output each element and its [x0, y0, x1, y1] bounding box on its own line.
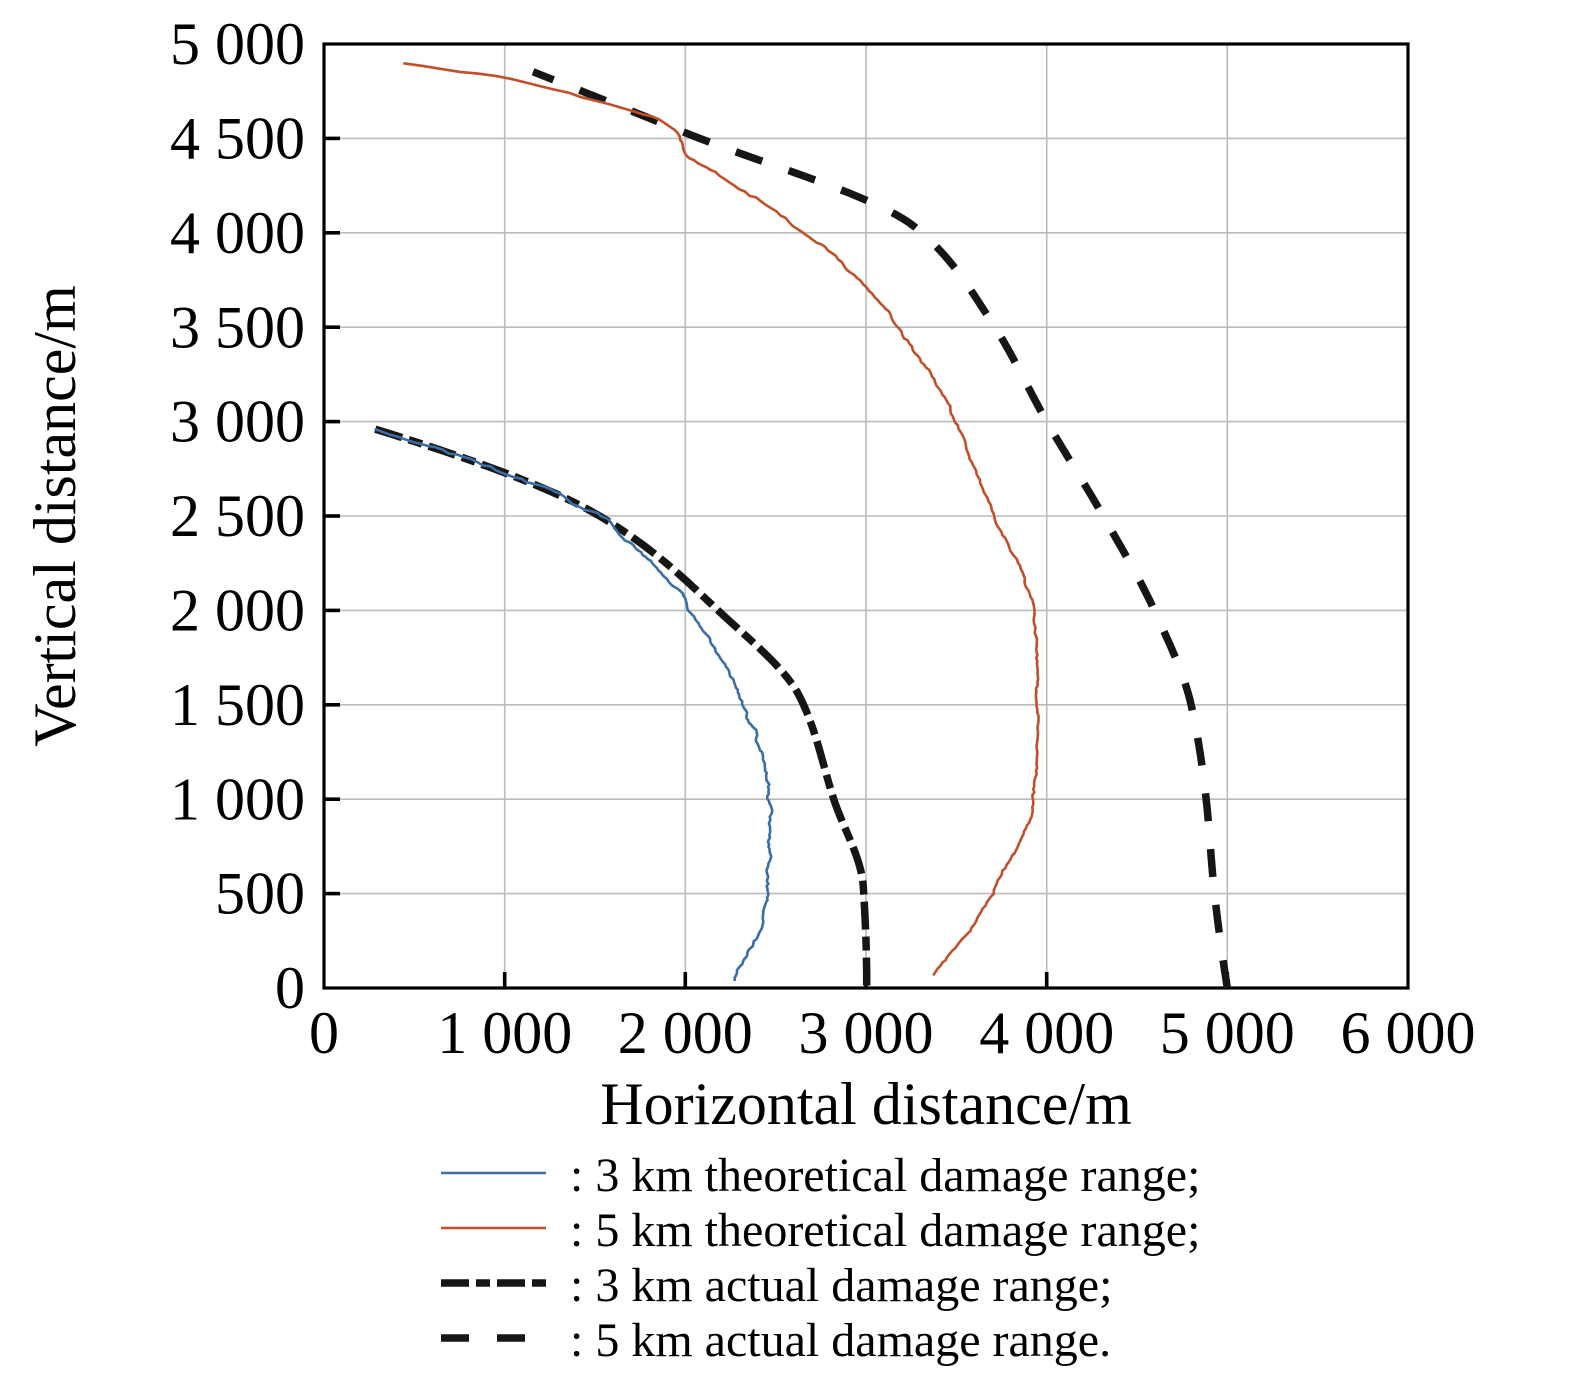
- svg-text:3 000: 3 000: [799, 1000, 934, 1066]
- svg-text:5 000: 5 000: [170, 11, 305, 77]
- svg-text:2 000: 2 000: [618, 1000, 753, 1066]
- svg-text:3 500: 3 500: [170, 294, 305, 360]
- svg-text:1 000: 1 000: [170, 766, 305, 832]
- svg-text:2 000: 2 000: [170, 578, 305, 644]
- svg-text:500: 500: [215, 861, 305, 927]
- svg-text:0: 0: [275, 955, 305, 1021]
- svg-text:1 500: 1 500: [170, 672, 305, 738]
- svg-text:: 5 km actual damage range.: : 5 km actual damage range.: [570, 1314, 1111, 1367]
- svg-text:2 500: 2 500: [170, 483, 305, 549]
- svg-text:5 000: 5 000: [1160, 1000, 1295, 1066]
- svg-text:0: 0: [309, 1000, 339, 1066]
- svg-text:: 3 km actual damage range;: : 3 km actual damage range;: [570, 1259, 1112, 1312]
- svg-text:3 000: 3 000: [170, 389, 305, 455]
- svg-text:: 5 km theoretical damage rang: : 5 km theoretical damage range;: [570, 1204, 1200, 1257]
- svg-text:: 3 km theoretical damage rang: : 3 km theoretical damage range;: [570, 1149, 1200, 1202]
- svg-text:4 000: 4 000: [979, 1000, 1114, 1066]
- svg-text:4 000: 4 000: [170, 200, 305, 266]
- svg-text:Horizontal distance/m: Horizontal distance/m: [600, 1071, 1132, 1137]
- svg-text:6 000: 6 000: [1341, 1000, 1476, 1066]
- svg-text:Vertical distance/m: Vertical distance/m: [22, 285, 88, 746]
- svg-text:1 000: 1 000: [437, 1000, 572, 1066]
- svg-text:4 500: 4 500: [170, 106, 305, 172]
